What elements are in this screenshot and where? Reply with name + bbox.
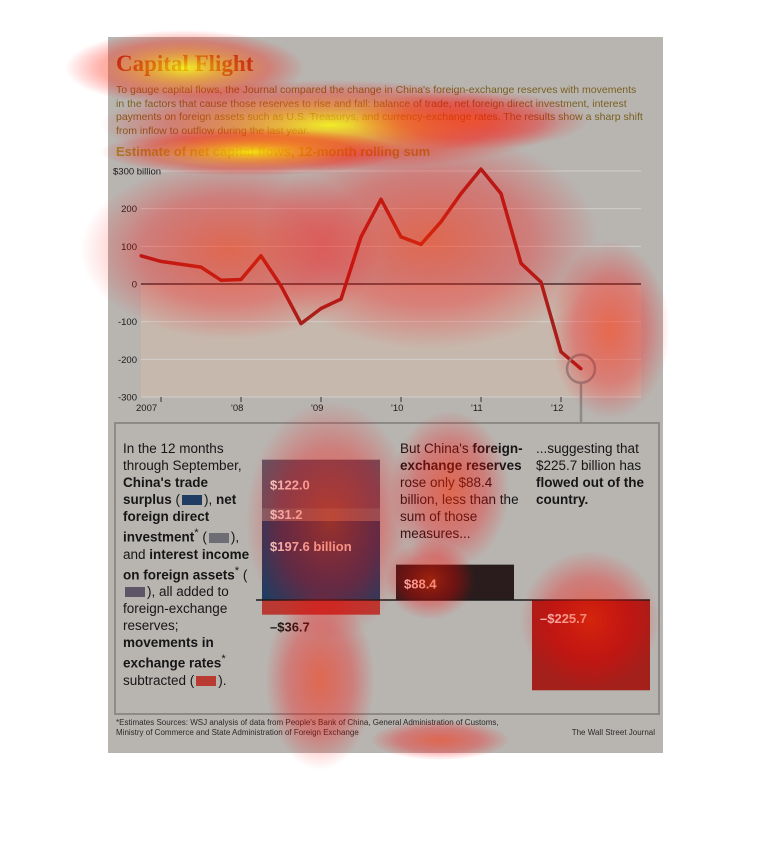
data-point: [339, 297, 343, 301]
exchange-rates-label: movements in exchange rates: [123, 635, 222, 671]
bar-value-label: $122.0: [270, 478, 310, 493]
y-tick-label: -200: [118, 355, 137, 366]
intro-text: To gauge capital flows, the Journal comp…: [116, 84, 643, 137]
reserves-text: But China's foreign-exchange reserves ro…: [400, 440, 524, 542]
outflow-text: ...suggesting that $225.7 billion has fl…: [536, 440, 654, 508]
subtracted-text: subtracted: [123, 672, 187, 688]
estimate-mark: *: [221, 653, 226, 665]
data-point: [259, 254, 263, 258]
data-point: [219, 278, 223, 282]
x-tick-label: '11: [471, 403, 483, 414]
bar-trade-surplus: [262, 520, 380, 600]
bar-value-label: –$36.7: [270, 620, 310, 635]
x-tick-label: '09: [311, 403, 323, 414]
outflow-text-lead: ...suggesting that $225.7 billion has: [536, 441, 642, 473]
data-point: [199, 265, 203, 269]
sources-footnote: *Estimates Sources: WSJ analysis of data…: [116, 718, 499, 737]
outflow-label: flowed out of the country.: [536, 475, 644, 507]
x-tick-label: '08: [231, 403, 243, 414]
data-point: [579, 367, 583, 371]
interest-income-swatch: [125, 587, 145, 598]
y-tick-label: 200: [121, 204, 137, 215]
x-tick-label: '10: [391, 403, 403, 414]
data-point: [419, 242, 423, 247]
data-point: [559, 350, 563, 354]
interest-income-label: interest income on foreign assets: [123, 546, 250, 583]
data-point: [239, 277, 243, 282]
trade-surplus-swatch: [182, 495, 203, 506]
breakdown-box: $197.6 billion $31.2 $122.0 –$36.7 $88.4 –$22…: [114, 422, 660, 715]
infographic-panel: Capital Flight To gauge capital flows, t…: [108, 37, 663, 753]
trade-surplus-label: China's trade surplus: [123, 475, 208, 507]
negative-zone: [141, 284, 641, 397]
reserves-text-lead: But China's: [400, 441, 469, 456]
estimate-mark: *: [194, 527, 199, 539]
data-point: [159, 259, 163, 263]
chart-title: Capital Flight: [116, 51, 254, 76]
bar-value-label: $88.4: [404, 577, 437, 592]
bar-value-label: $31.2: [270, 507, 303, 522]
bar-value-label: –$225.7: [540, 611, 587, 626]
data-point: [319, 306, 323, 311]
added-text: all added to foreign-exchange reserves;: [123, 584, 229, 633]
x-tick-label: '12: [551, 403, 563, 414]
fdi-swatch: [208, 532, 229, 543]
net-capital-flows-line-chart: -300 -200 -100 0 100 200 $300 billion 2007 '08 '0…: [113, 167, 641, 422]
y-tick-label: 0: [132, 280, 137, 291]
data-point: [499, 192, 503, 196]
y-tick-label: -300: [118, 393, 137, 404]
bar-value-label: $197.6 billion: [270, 539, 352, 554]
fdi-label: net foreign direct investment: [123, 492, 237, 545]
data-point: [299, 321, 303, 326]
data-point: [479, 167, 483, 171]
data-point: [459, 192, 463, 196]
trade-factors-text: In the 12 months through September, Chin…: [123, 441, 250, 688]
data-point: [539, 280, 543, 284]
y-tick-label: $300 billion: [113, 167, 161, 178]
y-tick-label: 100: [121, 242, 137, 253]
data-point: [279, 284, 283, 288]
reserves-text-rest: rose only $88.4 billion, less than the s…: [400, 475, 519, 541]
data-point: [399, 235, 403, 239]
and-text: and: [123, 546, 146, 562]
exchange-rates-swatch: [196, 675, 217, 686]
estimate-mark: *: [234, 564, 240, 577]
data-point: [359, 235, 363, 239]
x-tick-label: 2007: [136, 403, 157, 414]
data-point: [439, 220, 443, 224]
data-point: [519, 261, 523, 265]
data-point: [379, 197, 383, 201]
period-text: In the 12 months through September,: [123, 441, 242, 473]
y-tick-label: -100: [118, 317, 137, 328]
publication-credit: The Wall Street Journal: [571, 728, 655, 737]
bar-exchange-rates: [262, 600, 380, 615]
data-point: [139, 254, 143, 258]
